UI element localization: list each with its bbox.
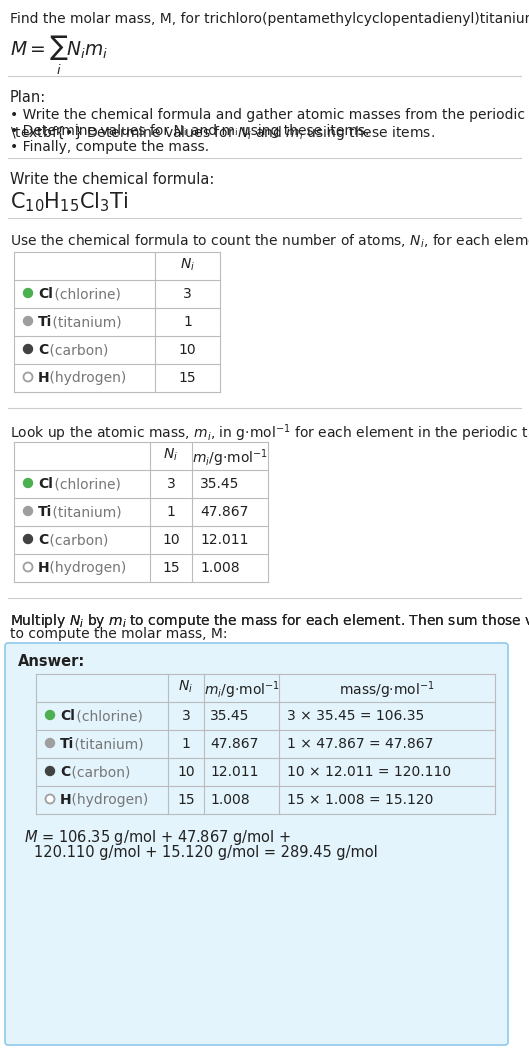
Text: (hydrogen): (hydrogen) bbox=[45, 371, 126, 385]
Text: 1: 1 bbox=[183, 315, 192, 329]
Text: 10 × 12.011 = 120.110: 10 × 12.011 = 120.110 bbox=[287, 765, 451, 778]
Text: $\mathsf{C_{10}H_{15}Cl_3Ti}$: $\mathsf{C_{10}H_{15}Cl_3Ti}$ bbox=[10, 190, 128, 214]
Text: Cl: Cl bbox=[38, 477, 53, 491]
Text: (titanium): (titanium) bbox=[48, 315, 122, 329]
Text: 1.008: 1.008 bbox=[210, 793, 250, 807]
Text: 120.110 g/mol + 15.120 g/mol = 289.45 g/mol: 120.110 g/mol + 15.120 g/mol = 289.45 g/… bbox=[34, 845, 378, 859]
Text: 3 × 35.45 = 106.35: 3 × 35.45 = 106.35 bbox=[287, 709, 424, 723]
Text: (chlorine): (chlorine) bbox=[50, 287, 121, 301]
Circle shape bbox=[23, 317, 32, 325]
Text: • Write the chemical formula and gather atomic masses from the periodic table.: • Write the chemical formula and gather … bbox=[10, 108, 529, 122]
Text: 10: 10 bbox=[179, 343, 196, 357]
Text: (titanium): (titanium) bbox=[48, 505, 122, 519]
Text: H: H bbox=[60, 793, 71, 807]
Circle shape bbox=[45, 767, 54, 775]
Circle shape bbox=[23, 479, 32, 487]
Text: Ti: Ti bbox=[38, 315, 52, 329]
Text: 1: 1 bbox=[167, 505, 176, 519]
Text: Write the chemical formula:: Write the chemical formula: bbox=[10, 171, 214, 187]
Text: $m_i$/g·mol$^{-1}$: $m_i$/g·mol$^{-1}$ bbox=[192, 447, 268, 468]
Text: Find the molar mass, M, for trichloro(pentamethylcyclopentadienyl)titanium(iv):: Find the molar mass, M, for trichloro(pe… bbox=[10, 12, 529, 26]
Text: 10: 10 bbox=[177, 765, 195, 778]
Circle shape bbox=[45, 739, 54, 748]
Text: 47.867: 47.867 bbox=[210, 737, 258, 751]
Text: \textbf{•} Determine values for $N_i$ and $m_i$ using these items.: \textbf{•} Determine values for $N_i$ an… bbox=[10, 124, 435, 142]
Text: Plan:: Plan: bbox=[10, 90, 46, 105]
Text: Cl: Cl bbox=[60, 709, 75, 723]
Circle shape bbox=[45, 710, 54, 720]
Text: 12.011: 12.011 bbox=[200, 533, 249, 547]
Circle shape bbox=[23, 534, 32, 544]
Text: Cl: Cl bbox=[38, 287, 53, 301]
Text: C: C bbox=[38, 533, 48, 547]
Text: • Finally, compute the mass.: • Finally, compute the mass. bbox=[10, 140, 209, 154]
Text: 12.011: 12.011 bbox=[210, 765, 259, 778]
Text: 47.867: 47.867 bbox=[200, 505, 249, 519]
Text: 35.45: 35.45 bbox=[200, 477, 240, 491]
Text: H: H bbox=[38, 371, 50, 385]
Text: (carbon): (carbon) bbox=[45, 533, 108, 547]
Text: $m_i$/g·mol$^{-1}$: $m_i$/g·mol$^{-1}$ bbox=[204, 679, 279, 701]
Text: C: C bbox=[60, 765, 70, 778]
Text: 3: 3 bbox=[181, 709, 190, 723]
Text: 15: 15 bbox=[179, 371, 196, 385]
Circle shape bbox=[23, 506, 32, 515]
Text: $M$ = 106.35 g/mol + 47.867 g/mol +: $M$ = 106.35 g/mol + 47.867 g/mol + bbox=[24, 828, 291, 847]
Circle shape bbox=[23, 563, 32, 571]
Text: Ti: Ti bbox=[60, 737, 74, 751]
Text: $M = \sum_i N_i m_i$: $M = \sum_i N_i m_i$ bbox=[10, 34, 108, 77]
Text: 3: 3 bbox=[167, 477, 176, 491]
Text: (hydrogen): (hydrogen) bbox=[45, 561, 126, 575]
Text: Multiply $N_i$ by $m_i$ to compute the mass for each element. Then sum those val: Multiply $N_i$ by $m_i$ to compute the m… bbox=[10, 612, 529, 630]
Text: (chlorine): (chlorine) bbox=[50, 477, 121, 491]
Text: 35.45: 35.45 bbox=[210, 709, 249, 723]
Text: (titanium): (titanium) bbox=[70, 737, 144, 751]
Text: H: H bbox=[38, 561, 50, 575]
Text: to compute the molar mass, M:: to compute the molar mass, M: bbox=[10, 627, 227, 641]
Text: Ti: Ti bbox=[38, 505, 52, 519]
Text: 3: 3 bbox=[183, 287, 192, 301]
FancyBboxPatch shape bbox=[5, 643, 508, 1045]
Text: (carbon): (carbon) bbox=[45, 343, 108, 357]
Text: Look up the atomic mass, $m_i$, in g·mol$^{-1}$ for each element in the periodic: Look up the atomic mass, $m_i$, in g·mol… bbox=[10, 422, 529, 444]
Text: (hydrogen): (hydrogen) bbox=[67, 793, 148, 807]
Text: Answer:: Answer: bbox=[18, 654, 85, 669]
Text: Use the chemical formula to count the number of atoms, $N_i$, for each element:: Use the chemical formula to count the nu… bbox=[10, 232, 529, 250]
Text: • Determine values for Nᵢ and mᵢ using these items.: • Determine values for Nᵢ and mᵢ using t… bbox=[10, 124, 369, 138]
Text: 15 × 1.008 = 15.120: 15 × 1.008 = 15.120 bbox=[287, 793, 433, 807]
Text: 15: 15 bbox=[162, 561, 180, 575]
Text: C: C bbox=[38, 343, 48, 357]
Text: 1.008: 1.008 bbox=[200, 561, 240, 575]
Text: (carbon): (carbon) bbox=[67, 765, 130, 778]
Text: 10: 10 bbox=[162, 533, 180, 547]
Text: $N_i$: $N_i$ bbox=[178, 679, 194, 695]
Text: 1 × 47.867 = 47.867: 1 × 47.867 = 47.867 bbox=[287, 737, 433, 751]
Circle shape bbox=[23, 372, 32, 382]
Text: 15: 15 bbox=[177, 793, 195, 807]
Text: Multiply $N_i$ by $m_i$ to compute the mass for each element. Then sum those val: Multiply $N_i$ by $m_i$ to compute the m… bbox=[10, 612, 529, 630]
Text: 1: 1 bbox=[181, 737, 190, 751]
Circle shape bbox=[45, 794, 54, 804]
Circle shape bbox=[23, 288, 32, 298]
Text: mass/g·mol$^{-1}$: mass/g·mol$^{-1}$ bbox=[339, 679, 435, 701]
Circle shape bbox=[23, 344, 32, 353]
Text: $N_i$: $N_i$ bbox=[163, 447, 178, 463]
Text: $N_i$: $N_i$ bbox=[180, 257, 195, 274]
Text: (chlorine): (chlorine) bbox=[72, 709, 143, 723]
